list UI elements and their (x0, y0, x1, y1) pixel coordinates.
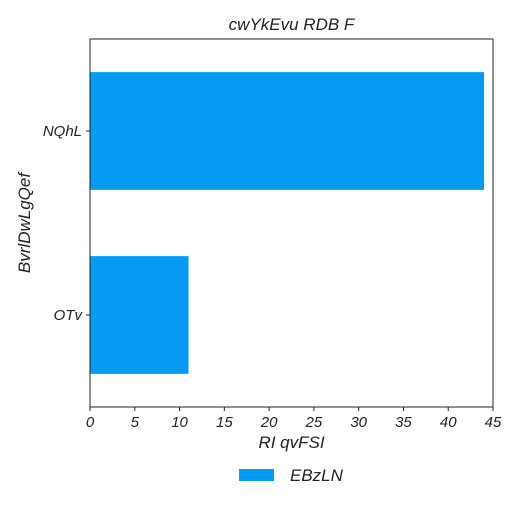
x-tick-label: 35 (395, 414, 412, 431)
y-axis-label: BvrlDwLgQef (15, 171, 34, 273)
legend-label: EBzLN (290, 466, 344, 485)
legend-swatch (239, 469, 274, 481)
x-tick-label: 0 (86, 414, 95, 431)
x-tick-label: 10 (171, 414, 188, 431)
x-axis-ticks: 0 5 10 15 20 25 30 35 40 45 (86, 407, 502, 431)
x-tick-label: 45 (485, 414, 502, 431)
chart-title: cwYkEvu RDB F (229, 15, 356, 34)
x-axis-label: RI qvFSI (258, 433, 324, 452)
y-axis-ticks: NQhL OTv (43, 123, 90, 324)
bars-layer (90, 72, 485, 374)
legend: EBzLN (239, 466, 344, 485)
plot-frame (89, 38, 494, 408)
y-tick-label: NQhL (43, 123, 82, 140)
x-tick-label: 40 (440, 414, 457, 431)
x-tick-label: 15 (216, 414, 233, 431)
y-tick-label: OTv (54, 307, 84, 324)
bar-OTv (90, 256, 189, 374)
bar-NQhL (90, 72, 485, 190)
x-tick-label: 30 (350, 414, 367, 431)
x-tick-label: 20 (260, 414, 278, 431)
x-tick-label: 5 (131, 414, 140, 431)
x-tick-label: 25 (305, 414, 323, 431)
